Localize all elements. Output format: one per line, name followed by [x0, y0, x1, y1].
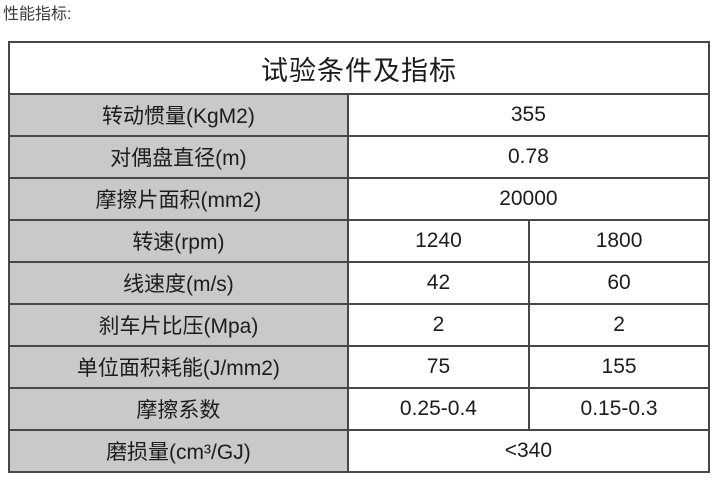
- row-value: 355: [346, 93, 711, 137]
- row-label-rotation-speed: 转速(rpm): [8, 219, 349, 263]
- row-value: 60: [528, 261, 710, 305]
- row-value: <340: [346, 429, 711, 473]
- table-title: 试验条件及指标: [8, 41, 710, 95]
- section-heading: 性能指标:: [3, 6, 72, 23]
- table-row: 转动惯量(KgM2) 355: [8, 93, 711, 137]
- row-label-pad-pressure: 刹车片比压(Mpa): [8, 303, 349, 347]
- table-row: 摩擦系数 0.25-0.4 0.15-0.3: [8, 387, 710, 431]
- row-value: 0.15-0.3: [528, 387, 710, 431]
- page: 性能指标: 试验条件及指标 转动惯量(KgM2) 355 对偶盘直径(m) 0.…: [3, 6, 711, 473]
- row-label-energy-per-area: 单位面积耗能(J/mm2): [8, 345, 349, 389]
- row-label-friction-area: 摩擦片面积(mm2): [8, 177, 349, 221]
- row-value: 2: [528, 303, 710, 347]
- table-row: 磨损量(cm³/GJ) <340: [8, 429, 711, 473]
- row-value: 1800: [528, 219, 710, 263]
- row-label-linear-speed: 线速度(m/s): [8, 261, 349, 305]
- row-label-wear-rate: 磨损量(cm³/GJ): [8, 429, 349, 473]
- row-label-disc-diameter: 对偶盘直径(m): [8, 135, 349, 179]
- row-label-rotational-inertia: 转动惯量(KgM2): [8, 93, 349, 137]
- row-label-friction-coefficient: 摩擦系数: [8, 387, 349, 431]
- table-row: 转速(rpm) 1240 1800: [8, 219, 710, 263]
- row-value: 0.25-0.4: [346, 387, 531, 431]
- table-row: 单位面积耗能(J/mm2) 75 155: [8, 345, 710, 389]
- row-value: 0.78: [346, 135, 711, 179]
- table-row: 对偶盘直径(m) 0.78: [8, 135, 711, 179]
- performance-spec-table: 试验条件及指标 转动惯量(KgM2) 355 对偶盘直径(m) 0.78 摩擦片…: [8, 41, 711, 473]
- table-row: 摩擦片面积(mm2) 20000: [8, 177, 711, 221]
- table-row: 线速度(m/s) 42 60: [8, 261, 710, 305]
- row-value: 1240: [346, 219, 531, 263]
- row-value: 42: [346, 261, 531, 305]
- table-title-row: 试验条件及指标: [8, 41, 710, 95]
- table-row: 刹车片比压(Mpa) 2 2: [8, 303, 710, 347]
- row-value: 155: [528, 345, 710, 389]
- row-value: 20000: [346, 177, 711, 221]
- row-value: 75: [346, 345, 531, 389]
- row-value: 2: [346, 303, 531, 347]
